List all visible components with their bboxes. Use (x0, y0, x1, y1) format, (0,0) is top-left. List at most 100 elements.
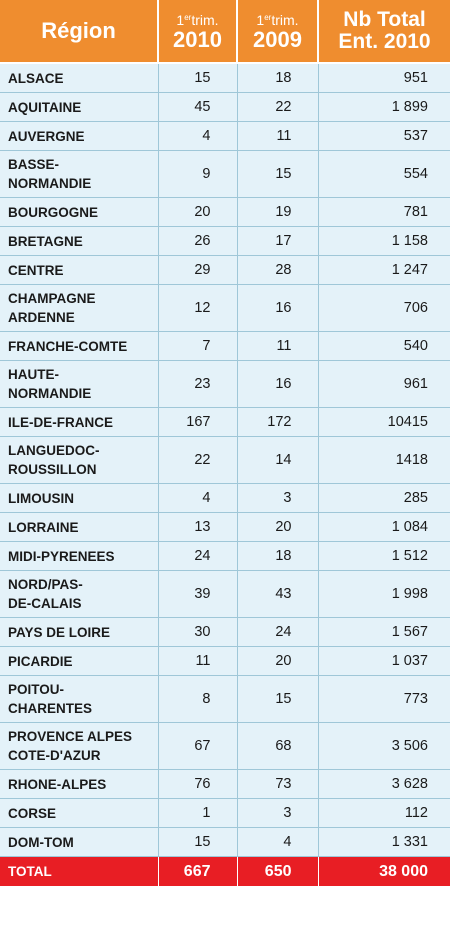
table-row: PICARDIE 11 20 1 037 (0, 646, 450, 676)
table-row: AQUITAINE 45 22 1 899 (0, 92, 450, 122)
total-cell: 1418 (318, 436, 450, 484)
region-cell: ILE-DE-FRANCE (0, 407, 159, 437)
q1-2009-cell: 16 (237, 360, 319, 408)
q1-2010-cell: 20 (158, 197, 238, 227)
q1-2009-cell: 18 (237, 63, 319, 93)
header-q1-2009-year: 2009 (253, 27, 302, 52)
table-row: DOM-TOM 15 4 1 331 (0, 827, 450, 857)
region-cell: LANGUEDOC- ROUSSILLON (0, 436, 159, 484)
q1-2009-cell: 20 (237, 512, 319, 542)
region-cell: PICARDIE (0, 646, 159, 676)
regions-table: Région 1ertrim. 2010 1ertrim. 2009 Nb To… (0, 0, 450, 886)
q1-2009-cell: 68 (237, 722, 319, 770)
table-header: Région 1ertrim. 2010 1ertrim. 2009 Nb To… (0, 0, 450, 64)
table-row: PROVENCE ALPES COTE-D'AZUR 67 68 3 506 (0, 722, 450, 770)
region-cell: LORRAINE (0, 512, 159, 542)
table-body: ALSACE 15 18 951 AQUITAINE 45 22 1 899 AUVERGNE 4… (0, 63, 450, 857)
total-row: TOTAL 667 650 38 000 (0, 856, 450, 886)
total-cell: 1 998 (318, 570, 450, 618)
region-cell: NORD/PAS- DE-CALAIS (0, 570, 159, 618)
region-cell: CENTRE (0, 255, 159, 285)
q1-2010-cell: 13 (158, 512, 238, 542)
table-row: FRANCHE-COMTE 7 11 540 (0, 331, 450, 361)
total-label: TOTAL (0, 856, 159, 886)
header-region-label: Région (41, 18, 116, 43)
header-q1-2010-trim-label: 1ertrim. (159, 10, 236, 28)
q1-2009-cell: 20 (237, 646, 319, 676)
table-row: CORSE 1 3 112 (0, 798, 450, 828)
q1-2010-cell: 30 (158, 617, 238, 647)
q1-2010-cell: 24 (158, 541, 238, 571)
table-row: CHAMPAGNE ARDENNE 12 16 706 (0, 284, 450, 332)
q1-2009-cell: 11 (237, 331, 319, 361)
q1-2010-cell: 1 (158, 798, 238, 828)
total-cell: 1 899 (318, 92, 450, 122)
region-cell: DOM-TOM (0, 827, 159, 857)
header-total-line2: Ent. 2010 (338, 30, 431, 53)
header-total: Nb Total Ent. 2010 (318, 0, 450, 64)
total-cell: 1 084 (318, 512, 450, 542)
header-region: Région (0, 0, 159, 64)
q1-2009-cell: 18 (237, 541, 319, 571)
total-cell: 773 (318, 675, 450, 723)
region-cell: PAYS DE LOIRE (0, 617, 159, 647)
q1-2009-cell: 24 (237, 617, 319, 647)
q1-2010-cell: 4 (158, 121, 238, 151)
region-cell: AQUITAINE (0, 92, 159, 122)
q1-2010-cell: 67 (158, 722, 238, 770)
total-cell: 112 (318, 798, 450, 828)
header-row: Région 1ertrim. 2010 1ertrim. 2009 Nb To… (0, 0, 450, 64)
table-row: POITOU- CHARENTES 8 15 773 (0, 675, 450, 723)
q1-2010-cell: 7 (158, 331, 238, 361)
region-cell: RHONE-ALPES (0, 769, 159, 799)
header-q1-2009-ordinal: 1 (256, 12, 265, 28)
region-cell: LIMOUSIN (0, 483, 159, 513)
q1-2009-cell: 14 (237, 436, 319, 484)
total-cell: 706 (318, 284, 450, 332)
region-cell: HAUTE- NORMANDIE (0, 360, 159, 408)
q1-2010-cell: 11 (158, 646, 238, 676)
q1-2010-cell: 76 (158, 769, 238, 799)
q1-2010-cell: 4 (158, 483, 238, 513)
q1-2009-cell: 16 (237, 284, 319, 332)
total-cell: 3 506 (318, 722, 450, 770)
table-row: AUVERGNE 4 11 537 (0, 121, 450, 151)
header-q1-2009-sup: er (264, 13, 272, 22)
header-q1-2010-sup: er (184, 13, 192, 22)
q1-2009-cell: 17 (237, 226, 319, 256)
table-row: ILE-DE-FRANCE 167 172 10415 (0, 407, 450, 437)
total-nb-ent-2010: 38 000 (318, 856, 450, 886)
table-row: BASSE- NORMANDIE 9 15 554 (0, 150, 450, 198)
region-cell: BRETAGNE (0, 226, 159, 256)
header-q1-2009-trim-label: 1ertrim. (238, 10, 317, 28)
table-row: MIDI-PYRENEES 24 18 1 512 (0, 541, 450, 571)
total-cell: 781 (318, 197, 450, 227)
region-cell: ALSACE (0, 63, 159, 93)
q1-2009-cell: 22 (237, 92, 319, 122)
table-row: LORRAINE 13 20 1 084 (0, 512, 450, 542)
region-cell: BOURGOGNE (0, 197, 159, 227)
q1-2010-cell: 29 (158, 255, 238, 285)
q1-2010-cell: 45 (158, 92, 238, 122)
region-cell: FRANCHE-COMTE (0, 331, 159, 361)
header-q1-2009: 1ertrim. 2009 (237, 0, 319, 64)
region-cell: CHAMPAGNE ARDENNE (0, 284, 159, 332)
header-q1-2010-year: 2010 (173, 27, 222, 52)
total-cell: 1 512 (318, 541, 450, 571)
total-q1-2010: 667 (158, 856, 238, 886)
total-cell: 285 (318, 483, 450, 513)
header-q1-2009-trim: trim. (271, 12, 299, 28)
table-row: BRETAGNE 26 17 1 158 (0, 226, 450, 256)
q1-2010-cell: 26 (158, 226, 238, 256)
table-row: PAYS DE LOIRE 30 24 1 567 (0, 617, 450, 647)
region-cell: BASSE- NORMANDIE (0, 150, 159, 198)
q1-2010-cell: 9 (158, 150, 238, 198)
table-row: RHONE-ALPES 76 73 3 628 (0, 769, 450, 799)
q1-2009-cell: 11 (237, 121, 319, 151)
region-cell: POITOU- CHARENTES (0, 675, 159, 723)
total-cell: 961 (318, 360, 450, 408)
q1-2009-cell: 73 (237, 769, 319, 799)
total-cell: 540 (318, 331, 450, 361)
total-cell: 951 (318, 63, 450, 93)
total-cell: 1 037 (318, 646, 450, 676)
